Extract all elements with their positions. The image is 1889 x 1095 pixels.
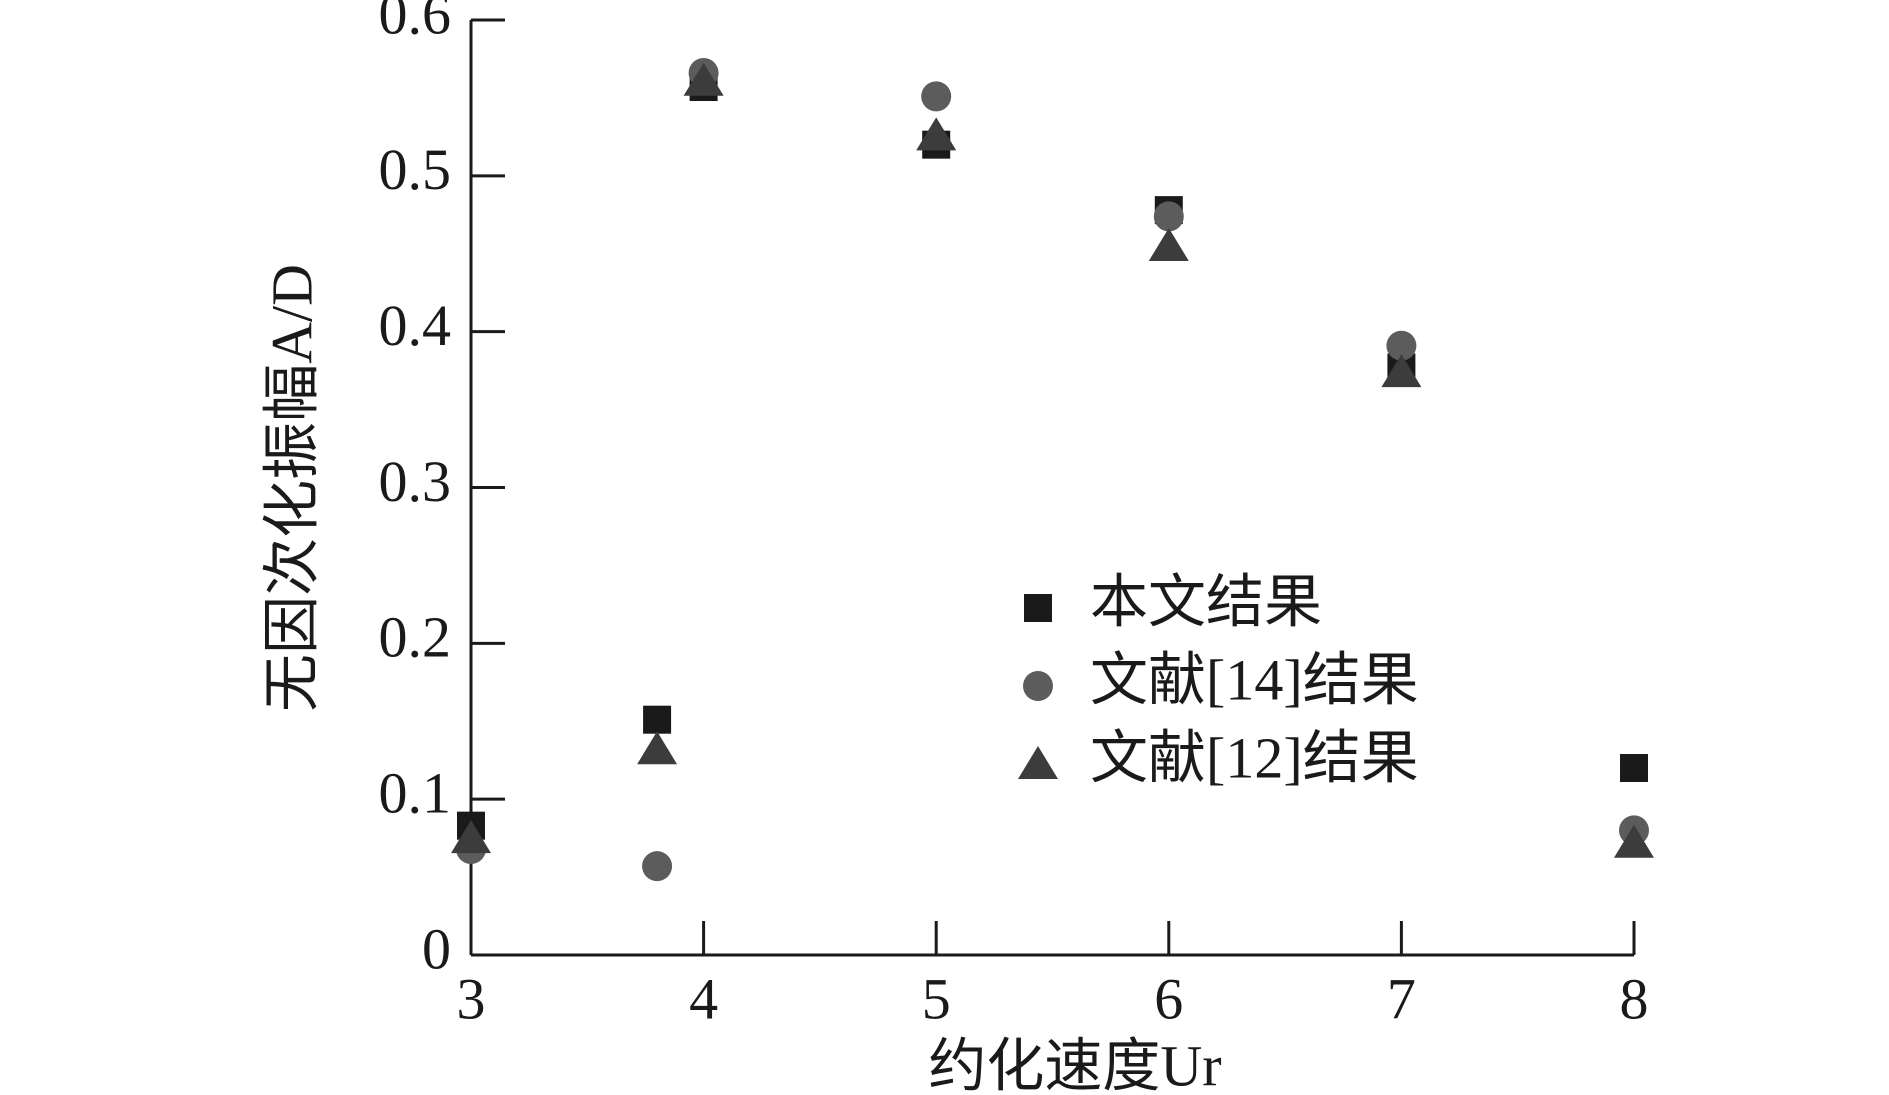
triangle-marker bbox=[637, 731, 678, 765]
y-tick-label: 0.1 bbox=[379, 760, 452, 825]
triangle-marker bbox=[1018, 746, 1058, 779]
circle-marker bbox=[1153, 201, 1184, 232]
x-tick-label: 7 bbox=[1387, 966, 1416, 1031]
y-tick-label: 0.6 bbox=[379, 0, 452, 46]
x-tick-label: 3 bbox=[457, 966, 486, 1031]
y-tick-label: 0 bbox=[422, 916, 451, 981]
x-tick-label: 6 bbox=[1154, 966, 1183, 1031]
x-axis-label: 约化速度Ur bbox=[928, 1033, 1221, 1095]
triangle-marker bbox=[451, 820, 491, 854]
square-marker bbox=[1620, 754, 1648, 782]
legend-label: 本文结果 bbox=[1090, 569, 1322, 634]
circle-marker bbox=[642, 851, 673, 882]
legend-label: 文献[14]结果 bbox=[1090, 647, 1419, 712]
triangle-marker bbox=[916, 117, 957, 151]
x-tick-label: 4 bbox=[689, 966, 718, 1031]
circle-marker bbox=[921, 81, 952, 112]
legend-label: 文献[12]结果 bbox=[1090, 725, 1419, 790]
triangle-marker bbox=[1148, 227, 1189, 261]
triangle-marker bbox=[1614, 824, 1654, 858]
square-marker bbox=[1024, 594, 1052, 622]
triangle-marker bbox=[683, 62, 724, 96]
square-marker bbox=[643, 705, 672, 734]
x-tick-label: 8 bbox=[1620, 966, 1649, 1031]
y-tick-label: 0.2 bbox=[379, 605, 452, 670]
triangle-marker bbox=[1381, 354, 1422, 388]
y-tick-label: 0.3 bbox=[379, 449, 452, 514]
circle-marker bbox=[1023, 671, 1053, 701]
y-tick-label: 0.5 bbox=[379, 137, 452, 202]
circle-marker bbox=[1386, 330, 1417, 361]
x-tick-label: 5 bbox=[922, 966, 951, 1031]
y-tick-label: 0.4 bbox=[379, 293, 452, 358]
y-axis-label: 无因次化振幅A/D bbox=[259, 264, 324, 712]
